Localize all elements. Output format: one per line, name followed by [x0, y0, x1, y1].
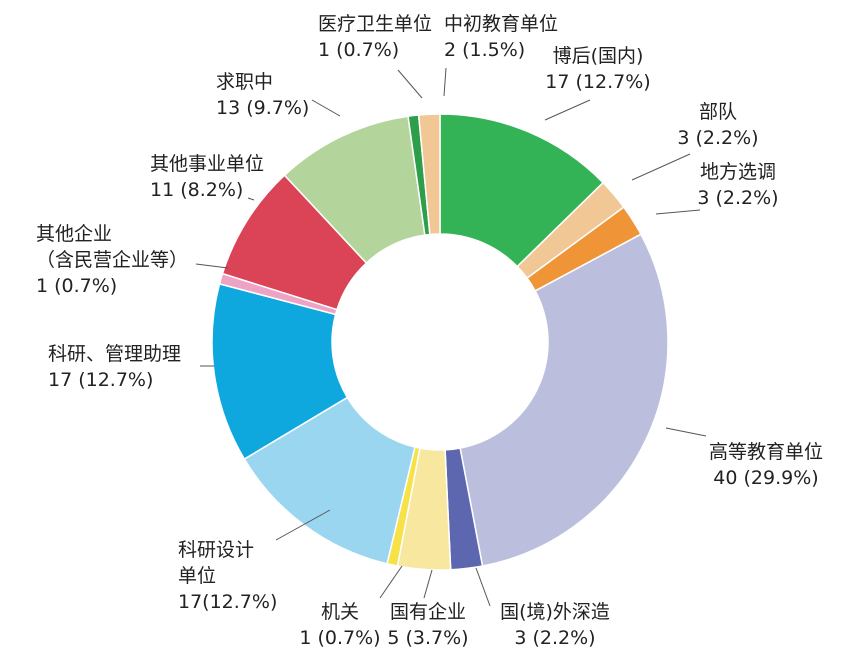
slice-value-text: 17 (12.7%) — [48, 369, 153, 391]
slice-name-text: 国有企业 — [390, 601, 466, 623]
slices-group — [211, 113, 669, 571]
slice-value-text: 1 (0.7%) — [318, 39, 399, 61]
leader-line-13 — [443, 67, 447, 97]
slice-label-0: 博后(国内) 17 (12.7%) — [545, 45, 650, 93]
slice-label-5: 国有企业 5 (3.7%) — [387, 601, 468, 649]
slice-label-1: 部队 3 (2.2%) — [677, 101, 758, 149]
slice-value-text: 17 (12.7%) — [545, 71, 650, 93]
leader-line-7 — [275, 509, 331, 541]
leader-line-6 — [379, 565, 403, 599]
slice-label-4: 国(境)外深造 3 (2.2%) — [500, 601, 610, 649]
labels-group: 博后(国内) 17 (12.7%) 部队 3 (2.2%) 地方选调 3 (2.2%) 高等… — [36, 13, 823, 649]
slice-label-12: 医疗卫生单位 1 (0.7%) — [318, 13, 432, 61]
leader-line-1 — [631, 153, 691, 181]
slice-value-text: 1 (0.7%) — [36, 275, 117, 297]
slice-label-11: 求职中 13 (9.7%) — [216, 71, 309, 119]
slice-name-text: 科研设计 — [178, 539, 254, 561]
slice-value-text: 17(12.7%) — [178, 591, 277, 613]
leader-line-4 — [475, 567, 491, 607]
slice-0 — [439, 113, 605, 268]
leader-lines-group — [195, 67, 707, 607]
slice-name-text: 科研、管理助理 — [48, 343, 181, 365]
slice-8 — [211, 282, 349, 461]
slice-3 — [459, 233, 669, 567]
slice-label-7: 科研设计单位 17(12.7%) — [178, 539, 277, 613]
slice-value-text: 13 (9.7%) — [216, 97, 309, 119]
slice-name-text: 其他企业 — [36, 223, 112, 245]
slice-label-2: 地方选调 3 (2.2%) — [697, 161, 778, 209]
slice-value-text: 5 (3.7%) — [387, 627, 468, 649]
slice-label-9: 其他企业 （含民营企业等） 1 (0.7%) — [36, 223, 188, 297]
leader-line-2 — [655, 209, 701, 215]
slice-value-text: 3 (2.2%) — [514, 627, 595, 649]
leader-line-5 — [423, 569, 433, 599]
slice-name-text: 高等教育单位 — [709, 441, 823, 463]
slice-name-text: 其他事业单位 — [150, 153, 264, 175]
slice-7 — [243, 396, 416, 565]
slice-name-text: 求职中 — [216, 71, 273, 93]
slice-value-text: 3 (2.2%) — [677, 127, 758, 149]
slice-value-text: 40 (29.9%) — [713, 467, 818, 489]
slice-label-6: 机关 1 (0.7%) — [299, 601, 380, 649]
slice-name-text: 部队 — [699, 101, 737, 123]
slice-name-text: 国(境)外深造 — [500, 601, 610, 623]
leader-line-10 — [247, 197, 255, 201]
slice-name-text: 中初教育单位 — [444, 13, 558, 35]
leader-line-12 — [397, 69, 423, 99]
leader-line-0 — [544, 99, 591, 121]
slice-name-text: 博后(国内) — [553, 45, 644, 67]
slice-value-text: 1 (0.7%) — [299, 627, 380, 649]
leader-line-11 — [311, 99, 341, 117]
slice-value-text: 2 (1.5%) — [444, 39, 525, 61]
slice-label-13: 中初教育单位 2 (1.5%) — [444, 13, 558, 61]
leader-line-3 — [665, 427, 707, 437]
leader-line-9 — [195, 263, 229, 269]
slice-label-8: 科研、管理助理 17 (12.7%) — [48, 343, 181, 391]
slice-label-10: 其他事业单位 11 (8.2%) — [150, 153, 264, 201]
slice-name-text: （含民营企业等） — [36, 249, 188, 271]
slice-name-text: 医疗卫生单位 — [318, 13, 432, 35]
slice-name-text: 单位 — [178, 565, 216, 587]
slice-name-text: 地方选调 — [700, 161, 776, 183]
slice-value-text: 11 (8.2%) — [150, 179, 243, 201]
slice-13 — [417, 113, 441, 236]
slice-label-3: 高等教育单位 40 (29.9%) — [709, 441, 823, 489]
slice-name-text: 机关 — [321, 601, 359, 623]
slice-value-text: 3 (2.2%) — [697, 187, 778, 209]
